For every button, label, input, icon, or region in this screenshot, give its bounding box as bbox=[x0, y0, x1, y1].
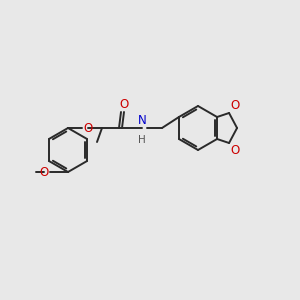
Text: O: O bbox=[119, 98, 129, 111]
Text: O: O bbox=[40, 166, 49, 178]
Text: H: H bbox=[138, 135, 146, 145]
Text: N: N bbox=[138, 114, 146, 127]
Text: O: O bbox=[230, 99, 239, 112]
Text: O: O bbox=[230, 144, 239, 157]
Text: O: O bbox=[83, 122, 92, 134]
